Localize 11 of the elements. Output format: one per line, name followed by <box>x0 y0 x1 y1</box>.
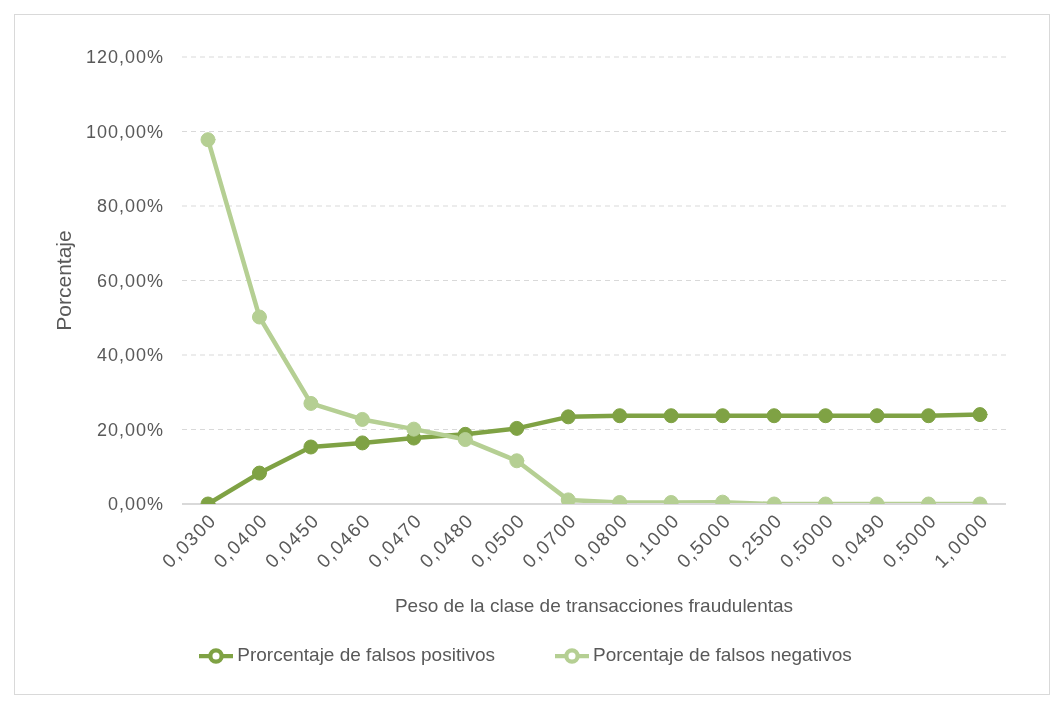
y-tick-label: 20,00% <box>96 419 164 440</box>
y-tick-label: 120,00% <box>85 47 164 68</box>
legend-label: Prorcentaje de falsos positivos <box>237 644 495 665</box>
legend-label: Porcentaje de falsos negativos <box>592 644 852 665</box>
y-tick-label: 0,00% <box>107 494 164 515</box>
y-tick-label: 40,00% <box>96 345 164 366</box>
y-tick-label: 80,00% <box>96 196 164 217</box>
x-axis-title: Peso de la clase de transacciones fraudulentas <box>394 594 794 616</box>
y-tick-label: 100,00% <box>85 121 164 142</box>
y-axis-title: Porcentaje <box>51 230 75 331</box>
y-tick-label: 60,00% <box>96 270 164 291</box>
